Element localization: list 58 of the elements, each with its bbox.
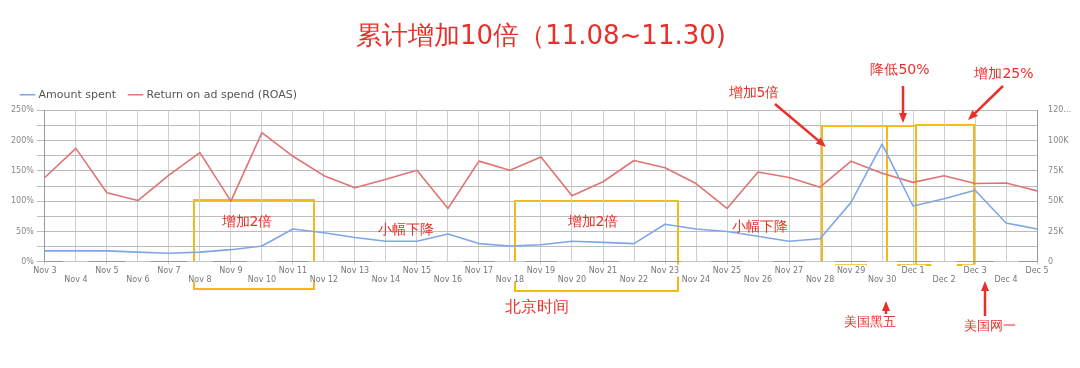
x-tick-label: Dec 4 bbox=[994, 275, 1018, 285]
legend-label: Return on ad spend (ROAS) bbox=[146, 87, 298, 101]
y-tick-label: 200% bbox=[11, 135, 35, 145]
text: 增加25% bbox=[973, 64, 1034, 81]
x-tick-label: Dec 1 bbox=[901, 265, 925, 275]
x-tick-label: Dec 3 bbox=[963, 265, 987, 275]
text: 增加5倍 bbox=[727, 83, 780, 100]
y-tick-label: 150% bbox=[11, 165, 35, 175]
x-tick-label: Nov 20 bbox=[557, 275, 587, 285]
text: 美国黑五 bbox=[844, 314, 896, 330]
x-tick-label: Nov 19 bbox=[526, 265, 556, 275]
y2-tick-label: 120... bbox=[1048, 105, 1072, 115]
x-tick-label: Nov 4 bbox=[64, 275, 88, 285]
x-tick-label: Nov 23 bbox=[650, 265, 680, 275]
y-tick-label: 100% bbox=[11, 196, 35, 206]
x-tick-label: Nov 17 bbox=[464, 265, 494, 275]
x-tick-label: Nov 10 bbox=[247, 275, 277, 285]
x-tick-label: Nov 7 bbox=[157, 265, 181, 275]
x-tick-label: Nov 6 bbox=[126, 275, 150, 285]
x-tick-label: Nov 12 bbox=[309, 275, 339, 285]
x-tick-label: Nov 8 bbox=[188, 275, 212, 285]
annotation: 小幅下降 bbox=[732, 217, 788, 234]
x-tick-label: Nov 30 bbox=[867, 275, 897, 285]
x-tick-label: Nov 11 bbox=[278, 265, 308, 275]
x-tick-label: Nov 25 bbox=[712, 265, 742, 275]
x-tick-label: Nov 15 bbox=[402, 265, 432, 275]
x-tick-label: Nov 13 bbox=[340, 265, 370, 275]
x-tick-label: Nov 3 bbox=[33, 265, 57, 275]
text: 美国网一 bbox=[964, 318, 1016, 334]
annotation: 增加2倍 bbox=[220, 212, 273, 229]
x-tick-label: Dec 2 bbox=[932, 275, 956, 285]
legend-label: Amount spent bbox=[38, 87, 117, 101]
x-tick-label: Nov 21 bbox=[588, 265, 618, 275]
x-tick-label: Nov 27 bbox=[774, 265, 804, 275]
text: 北京时间 bbox=[505, 297, 569, 317]
y-tick-label: 50% bbox=[16, 226, 35, 236]
y2-tick-label: 75K bbox=[1048, 165, 1065, 175]
text: 降低50% bbox=[870, 60, 930, 77]
y2-tick-label: 100K bbox=[1048, 135, 1070, 145]
y2-tick-label: 25K bbox=[1048, 226, 1065, 236]
x-tick-label: Nov 16 bbox=[433, 275, 463, 285]
annotation: 增加2倍 bbox=[566, 212, 619, 229]
x-tick-label: Nov 22 bbox=[619, 275, 649, 285]
x-tick-label: Nov 9 bbox=[219, 265, 243, 275]
x-tick-label: Nov 5 bbox=[95, 265, 119, 275]
x-tick-label: Nov 29 bbox=[836, 265, 866, 275]
annotation: 小幅下降 bbox=[378, 220, 434, 237]
chart-title: 累计增加10倍（11.08~11.30) bbox=[356, 20, 726, 51]
y2-tick-label: 50K bbox=[1048, 196, 1065, 206]
x-tick-label: Nov 28 bbox=[805, 275, 835, 285]
x-tick-label: Nov 26 bbox=[743, 275, 773, 285]
x-tick-label: Dec 5 bbox=[1025, 265, 1049, 275]
y-tick-label: 0% bbox=[21, 256, 35, 266]
x-tick-label: Nov 14 bbox=[371, 275, 401, 285]
x-tick-label: Nov 18 bbox=[495, 275, 525, 285]
y2-tick-label: 0 bbox=[1048, 256, 1054, 266]
y-tick-label: 250% bbox=[11, 105, 35, 115]
x-tick-label: Nov 24 bbox=[681, 275, 711, 285]
